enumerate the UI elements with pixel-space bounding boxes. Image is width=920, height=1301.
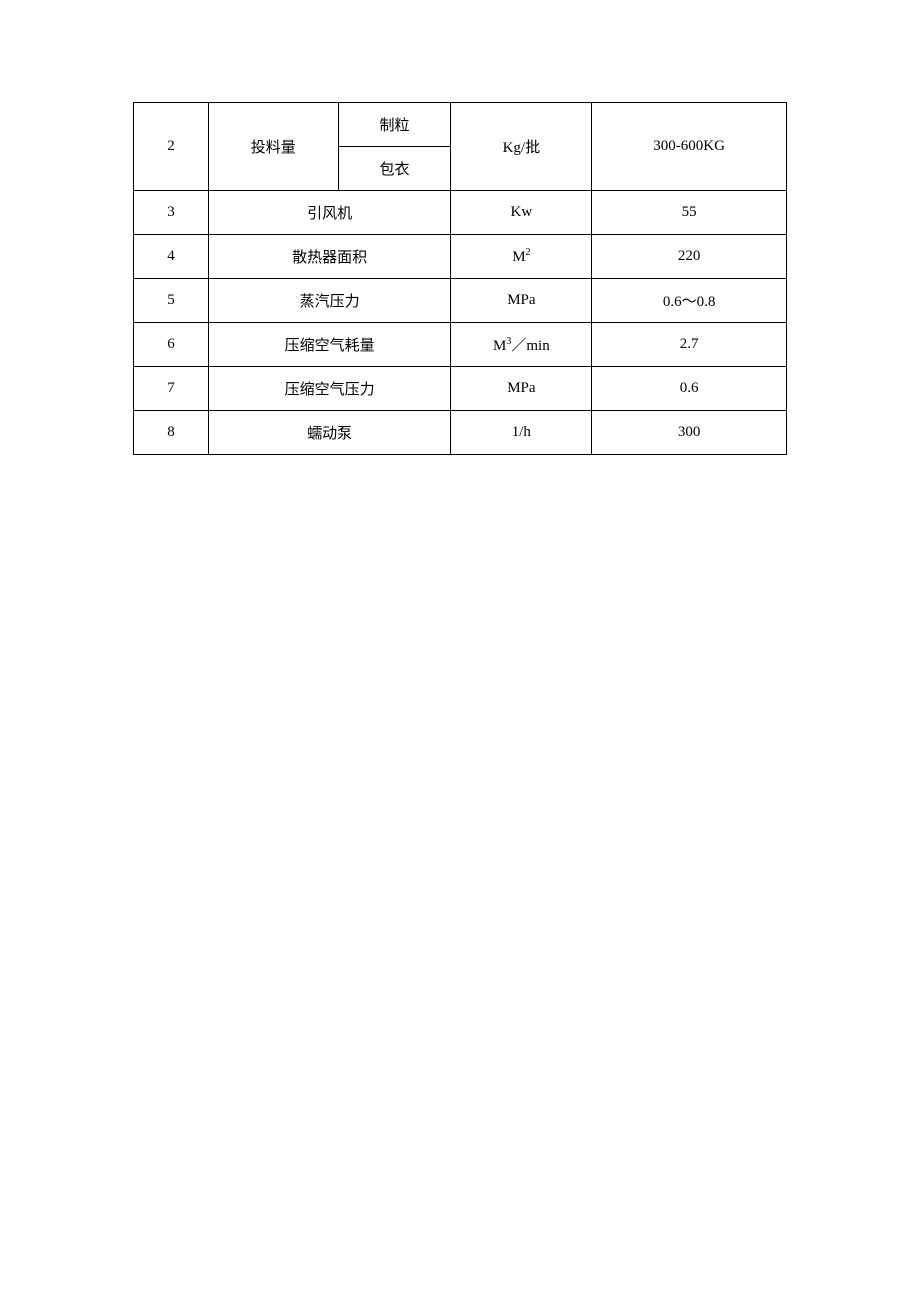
cell-num: 7 [134,367,209,411]
cell-sub: 包衣 [338,147,451,191]
cell-unit: M3／min [451,323,592,367]
cell-num: 3 [134,191,209,235]
cell-name: 蒸汽压力 [208,279,451,323]
cell-value: 300-600KG [592,103,787,191]
unit-prefix: M [493,338,506,354]
cell-num: 6 [134,323,209,367]
cell-value: 220 [592,235,787,279]
cell-num: 5 [134,279,209,323]
spec-table-container: 2 投料量 制粒 Kg/批 300-600KG 包衣 3 引风机 Kw 55 4… [133,102,787,1301]
cell-value: 0.6～0.8 [592,279,787,323]
cell-num: 8 [134,411,209,455]
unit-prefix: M [512,249,525,265]
table-row: 7 压缩空气压力 MPa 0.6 [134,367,787,411]
table-row: 6 压缩空气耗量 M3／min 2.7 [134,323,787,367]
cell-unit: MPa [451,367,592,411]
cell-unit: Kw [451,191,592,235]
cell-name: 散热器面积 [208,235,451,279]
table-row: 3 引风机 Kw 55 [134,191,787,235]
cell-value: 300 [592,411,787,455]
unit-suffix: ／min [511,338,549,354]
cell-name: 引风机 [208,191,451,235]
cell-name: 压缩空气耗量 [208,323,451,367]
cell-name: 投料量 [208,103,338,191]
cell-unit: Kg/批 [451,103,592,191]
cell-unit: M2 [451,235,592,279]
cell-unit: 1/h [451,411,592,455]
table-row: 8 蠕动泵 1/h 300 [134,411,787,455]
table-row: 4 散热器面积 M2 220 [134,235,787,279]
cell-sub: 制粒 [338,103,451,147]
cell-value: 0.6 [592,367,787,411]
table-row: 2 投料量 制粒 Kg/批 300-600KG [134,103,787,147]
table-row: 5 蒸汽压力 MPa 0.6～0.8 [134,279,787,323]
unit-sup: 2 [526,247,531,258]
cell-num: 4 [134,235,209,279]
cell-value: 55 [592,191,787,235]
cell-num: 2 [134,103,209,191]
cell-unit: MPa [451,279,592,323]
cell-value: 2.7 [592,323,787,367]
spec-table: 2 投料量 制粒 Kg/批 300-600KG 包衣 3 引风机 Kw 55 4… [133,102,787,455]
cell-name: 蠕动泵 [208,411,451,455]
cell-name: 压缩空气压力 [208,367,451,411]
